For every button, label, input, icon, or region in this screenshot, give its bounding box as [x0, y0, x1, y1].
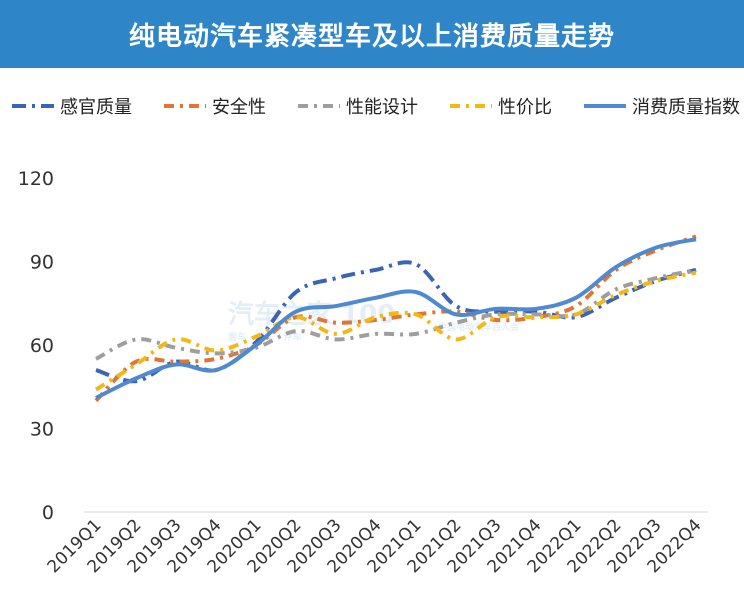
legend-swatch [450, 104, 492, 108]
legend-label: 安全性 [212, 97, 266, 118]
series-line [94, 234, 697, 403]
series-line [94, 270, 697, 392]
legend-label: 消费质量指数 [632, 97, 740, 118]
chart-legend: 感官质量 安全性 性能设计 性价比 消费质量指数 [10, 88, 740, 124]
legend-item: 性能设计 [296, 93, 418, 119]
chart-title-bar: 纯电动汽车紧凑型车及以上消费质量走势 [0, 0, 744, 68]
legend-label: 性能设计 [346, 97, 418, 118]
legend-item: 消费质量指数 [582, 93, 740, 119]
legend-item: 感官质量 [10, 93, 132, 119]
chart-title: 纯电动汽车紧凑型车及以上消费质量走势 [128, 21, 615, 52]
legend-label: 性价比 [498, 97, 552, 118]
legend-swatch [164, 104, 206, 108]
y-tick-label: 90 [30, 252, 54, 274]
y-tick-label: 30 [30, 419, 54, 441]
legend-swatch [584, 104, 626, 108]
legend-label: 感官质量 [60, 97, 132, 118]
line-chart: 03060901202019Q12019Q22019Q32019Q42020Q1… [18, 168, 708, 577]
y-tick-label: 0 [42, 502, 54, 524]
series-line [95, 267, 697, 361]
y-tick-label: 60 [30, 335, 54, 357]
legend-swatch [12, 104, 54, 108]
legend-swatch [298, 104, 340, 108]
series-line [95, 237, 697, 400]
legend-item: 安全性 [162, 93, 266, 119]
legend-item: 性价比 [448, 93, 552, 119]
y-tick-label: 120 [18, 168, 54, 190]
